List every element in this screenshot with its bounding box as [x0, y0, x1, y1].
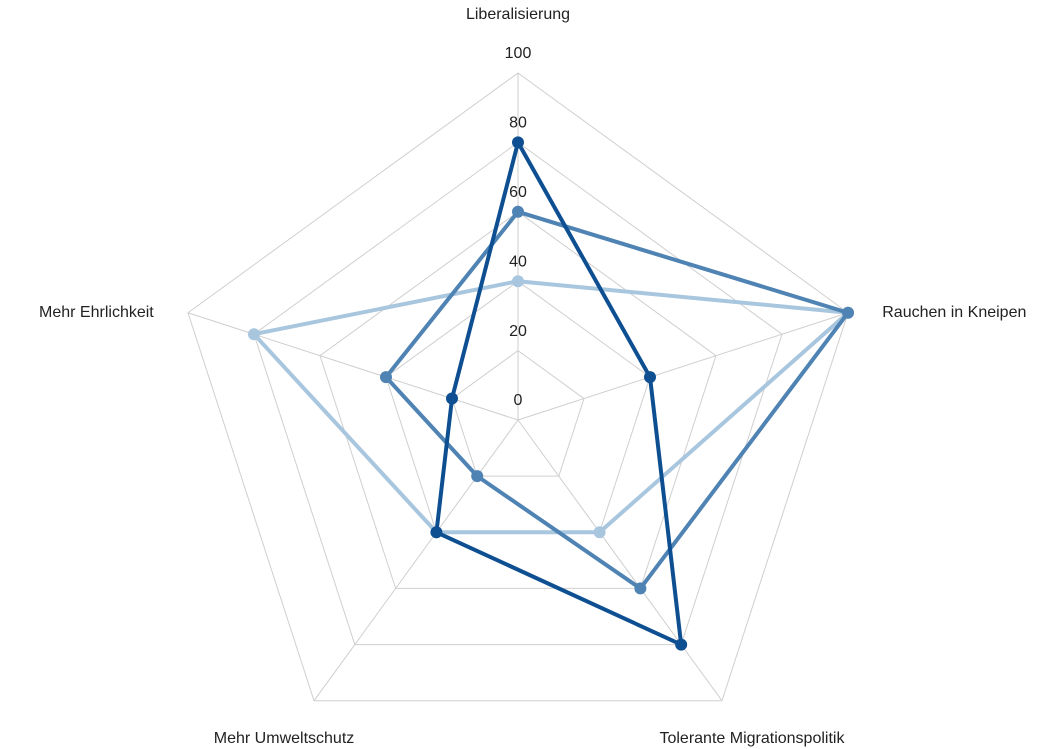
spoke: [517, 419, 723, 702]
data-point: [634, 582, 647, 595]
category-label: Tolerante Migrationspolitik: [659, 730, 845, 747]
data-point: [512, 205, 524, 218]
data-point: [445, 392, 458, 405]
r-tick-label: 60: [509, 184, 527, 201]
data-point: [593, 526, 606, 539]
data-point: [512, 136, 524, 149]
data-point: [247, 328, 260, 341]
series-line: [251, 279, 851, 535]
grid-ring: [319, 211, 717, 589]
grid-ring: [187, 72, 849, 702]
series-line: [434, 140, 684, 647]
data-point: [842, 306, 855, 319]
data-point: [430, 526, 443, 539]
category-label: Mehr Ehrlichkeit: [39, 304, 154, 321]
r-tick-label: 20: [509, 323, 527, 340]
data-point: [644, 371, 657, 384]
category-label: Rauchen in Kneipen: [882, 304, 1026, 321]
data-point: [379, 371, 392, 384]
series-line: [383, 209, 851, 591]
spoke: [313, 419, 519, 702]
r-tick-label: 0: [514, 392, 523, 409]
r-tick-label: 40: [509, 253, 527, 270]
data-point: [512, 275, 524, 288]
spoke: [187, 312, 519, 421]
data-point: [471, 470, 484, 483]
category-label: Mehr Umweltschutz: [214, 730, 354, 747]
r-tick-label: 100: [505, 45, 532, 62]
category-label: Liberalisierung: [466, 6, 570, 23]
grid-ring: [451, 349, 585, 477]
data-point: [675, 638, 688, 651]
r-tick-label: 80: [509, 115, 527, 132]
spoke: [517, 312, 849, 421]
